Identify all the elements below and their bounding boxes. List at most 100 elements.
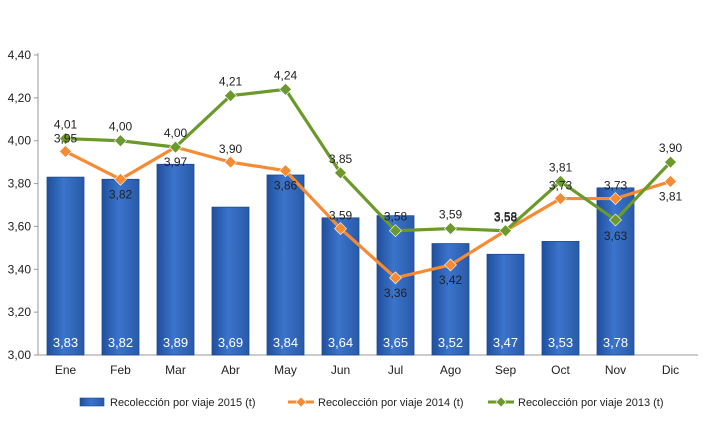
legend-label: Recolección por viaje 2013 (t) — [518, 397, 664, 409]
line-value-label-2014: 3,42 — [439, 273, 463, 287]
bar-value-label: 3,78 — [603, 335, 628, 350]
line-value-label-2014: 3,81 — [659, 189, 683, 203]
line-value-label-2013: 3,58 — [494, 210, 518, 224]
line-value-label-2014: 3,90 — [219, 142, 243, 156]
line-value-label-2013: 3,81 — [549, 160, 573, 174]
line-marker — [444, 222, 457, 235]
line-value-label-2013: 4,24 — [274, 68, 298, 82]
bar-value-label: 3,69 — [218, 335, 243, 350]
line-value-label-2014: 3,59 — [329, 209, 353, 223]
line-value-label-2014: 3,36 — [384, 286, 408, 300]
x-tick-label: Mar — [165, 363, 186, 377]
bar-value-label: 3,52 — [438, 335, 463, 350]
x-tick-label: Nov — [605, 363, 626, 377]
line-marker — [114, 134, 127, 148]
line-value-label-2014: 3,73 — [604, 179, 628, 193]
y-tick-label: 3,60 — [8, 219, 32, 233]
line-marker — [389, 271, 402, 285]
bar — [486, 253, 525, 356]
x-tick-label: Ene — [55, 363, 77, 377]
line-marker — [499, 224, 512, 238]
line-marker — [114, 172, 127, 186]
bar-value-label: 3,53 — [548, 335, 573, 350]
x-tick-label: Abr — [221, 363, 240, 377]
x-tick-label: Dic — [662, 363, 679, 377]
line-value-label-2013: 4,01 — [54, 118, 78, 132]
line-marker — [609, 192, 622, 205]
y-tick-label: 3,20 — [8, 305, 32, 319]
line-marker — [609, 213, 622, 227]
line-marker — [664, 155, 677, 169]
line-value-label-2013: 4,00 — [164, 126, 188, 140]
line-value-label-2014: 3,82 — [109, 187, 133, 201]
bar — [596, 187, 635, 356]
bar — [101, 178, 140, 356]
x-tick-label: Sep — [495, 363, 517, 377]
line-marker — [554, 175, 567, 188]
line-marker — [554, 192, 567, 205]
y-tick-label: 3,00 — [8, 348, 32, 362]
bar-value-label: 3,89 — [163, 335, 188, 350]
line-value-label-2013: 4,00 — [109, 120, 133, 134]
bar — [46, 176, 85, 356]
legend-label: Recolección por viaje 2014 (t) — [318, 397, 464, 409]
bar-value-label: 3,84 — [273, 335, 298, 350]
bar — [266, 174, 305, 356]
line-value-label-2014: 3,86 — [274, 179, 298, 193]
line-series — [59, 82, 677, 285]
line-marker — [664, 175, 677, 188]
bar-value-label: 3,82 — [108, 335, 133, 350]
line-marker — [279, 164, 292, 178]
bar — [156, 163, 195, 356]
legend-label: Recolección por viaje 2015 (t) — [110, 397, 256, 409]
line-value-label-2013: 3,90 — [659, 141, 683, 155]
bar-value-label: 3,65 — [383, 335, 408, 350]
line-marker — [169, 140, 182, 154]
bar-value-label: 3,83 — [53, 335, 78, 350]
line-marker — [444, 258, 457, 272]
line-value-label-2014: 3,97 — [164, 155, 188, 169]
bar-series — [46, 163, 635, 356]
bar — [376, 215, 415, 356]
legend-swatch-bar — [79, 397, 105, 407]
line-marker — [495, 396, 507, 408]
y-tick-label: 4,20 — [8, 91, 32, 105]
bar-value-label: 3,47 — [493, 335, 518, 350]
line-marker — [334, 166, 347, 180]
line-marker — [59, 145, 72, 158]
line-value-label-2014: 3,58 — [494, 211, 518, 225]
line-marker — [59, 132, 72, 145]
line-value-label-2013: 4,21 — [219, 75, 243, 89]
line-marker — [334, 222, 347, 235]
line-marker — [224, 155, 237, 169]
bar-value-label: 3,64 — [328, 335, 353, 350]
line-value-label-2014: 3,73 — [549, 179, 573, 193]
y-tick-label: 4,00 — [8, 134, 32, 148]
line-marker — [224, 89, 237, 103]
line-value-label-2013: 3,85 — [329, 152, 353, 166]
y-tick-label: 3,80 — [8, 177, 32, 191]
x-tick-label: Jun — [331, 363, 350, 377]
bar — [541, 241, 580, 356]
line-marker — [279, 82, 292, 96]
line-value-label-2013: 3,63 — [604, 229, 628, 243]
x-tick-label: Jul — [388, 363, 403, 377]
data-labels: 3,83 3,82 3,89 3,69 3,84 3,64 3,65 3,52 3,47 3,53… — [53, 68, 683, 350]
y-tick-label: 3,40 — [8, 262, 32, 276]
axes: 3,00 3,20 3,40 3,60 3,80 4,00 4,20 4,40 Ene Feb Ma… — [8, 48, 698, 377]
line-marker — [389, 224, 402, 238]
bar — [211, 206, 250, 356]
line-value-label-2013: 3,59 — [439, 208, 463, 222]
line-value-label-2013: 3,58 — [384, 210, 408, 224]
x-tick-label: May — [274, 363, 297, 377]
series-line-2013 — [65, 87, 672, 233]
x-tick-label: Ago — [440, 363, 462, 377]
line-marker — [295, 396, 307, 408]
legend: Recolección por viaje 2015 (t) Recolecció… — [79, 396, 664, 409]
x-tick-label: Feb — [110, 363, 131, 377]
x-tick-label: Oct — [551, 363, 570, 377]
series-line-2014 — [64, 145, 671, 280]
y-tick-label: 4,40 — [8, 48, 32, 62]
